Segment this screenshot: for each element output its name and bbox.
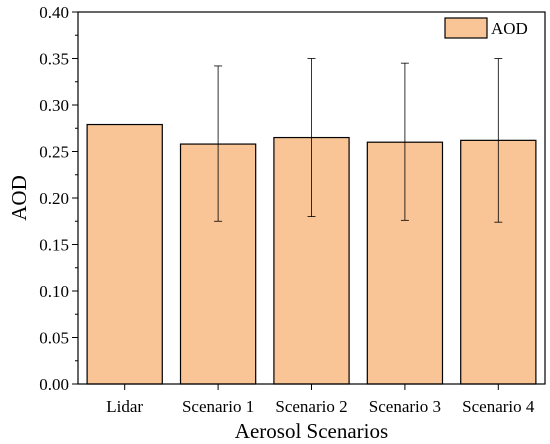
error-bars-group [214,58,503,223]
y-axis-ticks: 0.00 0.05 0.10 0.15 0.20 0.25 0.30 0.35 0.40 [39,3,78,394]
bar-lidar [86,123,163,385]
legend-swatch [444,17,488,39]
y-tick-label: 0.20 [39,189,69,208]
y-tick-label: 0.15 [39,236,69,255]
y-tick-label: 0.05 [39,329,69,348]
y-tick-label: 0.35 [39,50,69,69]
x-axis-label: Aerosol Scenarios [235,419,388,443]
y-tick-label: 0.40 [39,3,69,22]
x-tick-label: Lidar [106,397,143,416]
y-tick-label: 0.25 [39,143,69,162]
legend-label: AOD [491,19,528,38]
y-axis-label: AOD [7,175,31,221]
y-tick-label: 0.30 [39,96,69,115]
y-tick-label: 0.00 [39,375,69,394]
legend: AOD [444,17,528,39]
x-tick-label: Scenario 1 [182,397,254,416]
x-tick-label: Scenario 3 [369,397,441,416]
y-tick-label: 0.10 [39,282,69,301]
x-tick-label: Scenario 4 [462,397,535,416]
x-axis-ticks: Lidar Scenario 1 Scenario 2 Scenario 3 Scena… [106,384,535,416]
x-tick-label: Scenario 2 [275,397,347,416]
